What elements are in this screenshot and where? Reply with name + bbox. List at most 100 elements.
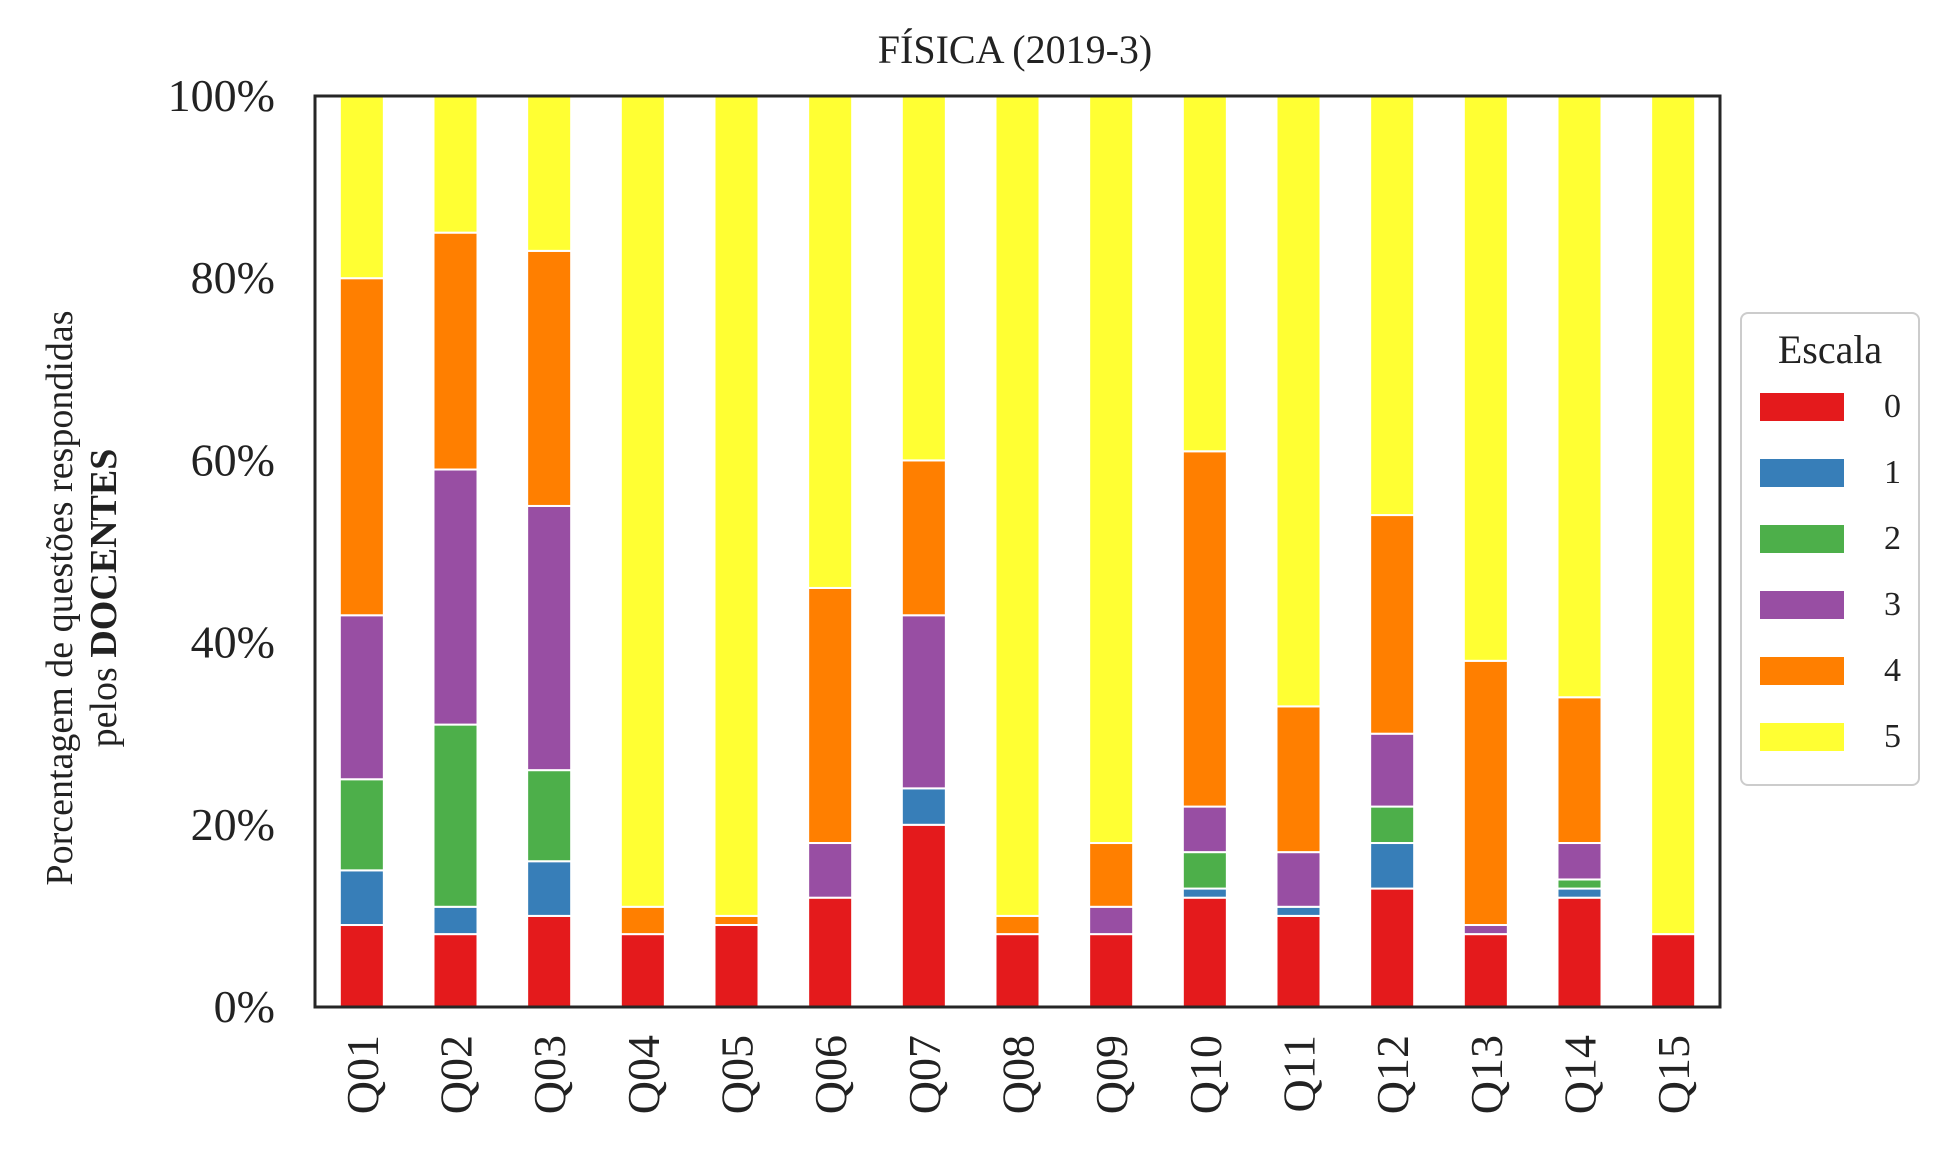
bar-Q05-level-4 — [713, 914, 760, 927]
legend-swatch — [1760, 459, 1844, 487]
legend: Escala 0 1 2 3 4 5 — [1740, 312, 1920, 786]
x-tick-label: Q04 — [618, 1035, 669, 1114]
bar-Q11-level-0 — [1275, 914, 1322, 1009]
legend-item-0: 0 — [1742, 374, 1918, 440]
y-tick-label: 60% — [191, 434, 275, 485]
bar-Q14-level-4 — [1556, 696, 1603, 845]
bar-Q10-level-4 — [1181, 450, 1228, 808]
bar-Q07-level-3 — [900, 614, 947, 790]
bar-Q15-level-5 — [1650, 95, 1697, 936]
bar-Q13-level-5 — [1462, 95, 1509, 662]
bar-Q11-level-3 — [1275, 851, 1322, 908]
bar-Q10-level-1 — [1181, 887, 1228, 899]
x-tick-label: Q06 — [805, 1035, 856, 1114]
y-axis-label-line2: pelos DOCENTES — [82, 198, 126, 998]
x-tick-label: Q03 — [524, 1035, 575, 1114]
bar-Q10-level-0 — [1181, 896, 1228, 1008]
bar-Q13-level-0 — [1462, 933, 1509, 1008]
bar-Q11-level-1 — [1275, 905, 1322, 917]
bar-Q13-level-3 — [1462, 924, 1509, 936]
bar-Q03-level-1 — [526, 860, 573, 917]
bar-Q01-level-3 — [338, 614, 385, 781]
bar-Q09-level-3 — [1088, 905, 1135, 936]
bar-Q02-level-2 — [432, 723, 479, 908]
bar-Q06-level-0 — [807, 896, 854, 1008]
x-tick-label: Q02 — [431, 1035, 482, 1114]
bar-Q14-level-5 — [1556, 95, 1603, 699]
legend-swatch — [1760, 525, 1844, 553]
bar-Q08-level-5 — [994, 95, 1041, 917]
x-tick-label: Q09 — [1086, 1035, 1137, 1114]
x-tick-label: Q05 — [712, 1035, 763, 1114]
bar-Q08-level-4 — [994, 914, 1041, 936]
bar-Q02-level-0 — [432, 933, 479, 1008]
y-axis-label: Porcentagem de questões respondidas pelo… — [38, 198, 126, 998]
bar-Q12-level-3 — [1369, 732, 1416, 808]
legend-item-2: 2 — [1742, 506, 1918, 572]
bar-Q07-level-4 — [900, 459, 947, 617]
x-tick-label: Q01 — [337, 1035, 388, 1114]
legend-swatch — [1760, 723, 1844, 751]
bar-Q05-level-5 — [713, 95, 760, 917]
bar-Q02-level-3 — [432, 468, 479, 726]
bar-Q01-level-4 — [338, 277, 385, 617]
bar-Q01-level-5 — [338, 95, 385, 280]
legend-items: 0 1 2 3 4 5 — [1742, 374, 1918, 770]
legend-label: 5 — [1884, 718, 1901, 755]
bar-Q12-level-2 — [1369, 805, 1416, 845]
x-tick-label: Q08 — [993, 1035, 1044, 1114]
x-tick-label: Q15 — [1648, 1035, 1699, 1114]
bar-Q12-level-5 — [1369, 95, 1416, 517]
legend-title: Escala — [1777, 327, 1883, 372]
bar-Q12-level-1 — [1369, 842, 1416, 890]
bar-Q03-level-0 — [526, 914, 573, 1009]
bar-Q03-level-4 — [526, 249, 573, 507]
bar-Q04-level-0 — [619, 933, 666, 1008]
bar-Q14-level-2 — [1556, 878, 1603, 890]
bar-Q02-level-1 — [432, 905, 479, 936]
legend-swatch — [1760, 657, 1844, 685]
bar-Q13-level-4 — [1462, 659, 1509, 927]
bar-Q01-level-1 — [338, 869, 385, 927]
x-tick-label: Q14 — [1555, 1035, 1606, 1114]
x-tick-label: Q10 — [1180, 1035, 1231, 1114]
bar-Q01-level-2 — [338, 778, 385, 872]
y-axis-label-bold: DOCENTES — [83, 448, 125, 658]
x-axis-ticks: Q01 Q02 Q03 Q04 Q05 Q06 Q07 Q08 Q09 Q10 Q11 Q12 Q13 Q… — [337, 1035, 1699, 1114]
legend-item-1: 1 — [1742, 440, 1918, 506]
bar-Q11-level-4 — [1275, 705, 1322, 854]
bar-Q14-level-0 — [1556, 896, 1603, 1008]
bars-layer — [338, 95, 1697, 1009]
bar-Q15-level-0 — [1650, 933, 1697, 1008]
y-axis-label-line1: Porcentagem de questões respondidas — [39, 310, 81, 886]
legend-label: 3 — [1884, 586, 1901, 623]
x-tick-label: Q07 — [899, 1035, 950, 1114]
chart-title: FÍSICA (2019-3) — [877, 27, 1153, 72]
legend-swatch — [1760, 591, 1844, 619]
bar-Q10-level-2 — [1181, 851, 1228, 890]
legend-label: 2 — [1884, 520, 1901, 557]
legend-item-4: 4 — [1742, 638, 1918, 704]
bar-Q03-level-2 — [526, 769, 573, 863]
bar-Q06-level-3 — [807, 842, 854, 899]
y-tick-label: 40% — [191, 617, 275, 668]
y-tick-label: 80% — [191, 252, 275, 303]
x-tick-label: Q13 — [1461, 1035, 1512, 1114]
legend-label: 0 — [1884, 388, 1901, 425]
y-tick-label: 100% — [168, 70, 275, 121]
legend-swatch — [1760, 393, 1844, 421]
y-tick-label: 0% — [214, 981, 275, 1032]
bar-Q14-level-1 — [1556, 887, 1603, 899]
bar-Q06-level-4 — [807, 586, 854, 845]
y-tick-label: 20% — [191, 799, 275, 850]
plot-frame — [313, 94, 1722, 1009]
bar-Q08-level-0 — [994, 933, 1041, 1008]
bar-Q07-level-0 — [900, 823, 947, 1008]
bar-Q10-level-5 — [1181, 95, 1228, 453]
bar-Q12-level-0 — [1369, 887, 1416, 1009]
bar-Q12-level-4 — [1369, 514, 1416, 735]
legend-item-3: 3 — [1742, 572, 1918, 638]
x-tick-label: Q12 — [1367, 1035, 1418, 1114]
y-axis-ticks: 0% 20% 40% 60% 80% 100% — [168, 70, 275, 1032]
